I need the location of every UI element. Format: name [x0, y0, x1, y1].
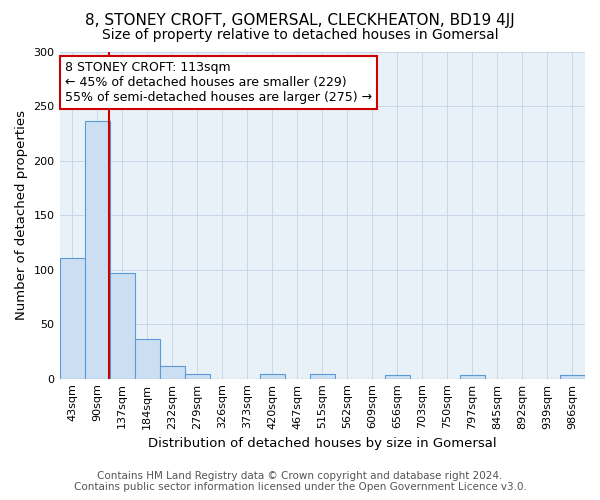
Bar [560, 376, 585, 378]
Text: Contains HM Land Registry data © Crown copyright and database right 2024.
Contai: Contains HM Land Registry data © Crown c… [74, 471, 526, 492]
X-axis label: Distribution of detached houses by size in Gomersal: Distribution of detached houses by size … [148, 437, 497, 450]
Bar [160, 366, 185, 378]
Bar [110, 273, 134, 378]
Bar [260, 374, 285, 378]
Bar [85, 122, 110, 378]
Bar [385, 376, 410, 378]
Bar [185, 374, 209, 378]
Bar [460, 376, 485, 378]
Text: Size of property relative to detached houses in Gomersal: Size of property relative to detached ho… [101, 28, 499, 42]
Bar [310, 374, 335, 378]
Bar [134, 340, 160, 378]
Bar [59, 258, 85, 378]
Y-axis label: Number of detached properties: Number of detached properties [15, 110, 28, 320]
Text: 8, STONEY CROFT, GOMERSAL, CLECKHEATON, BD19 4JJ: 8, STONEY CROFT, GOMERSAL, CLECKHEATON, … [85, 12, 515, 28]
Text: 8 STONEY CROFT: 113sqm
← 45% of detached houses are smaller (229)
55% of semi-de: 8 STONEY CROFT: 113sqm ← 45% of detached… [65, 62, 372, 104]
